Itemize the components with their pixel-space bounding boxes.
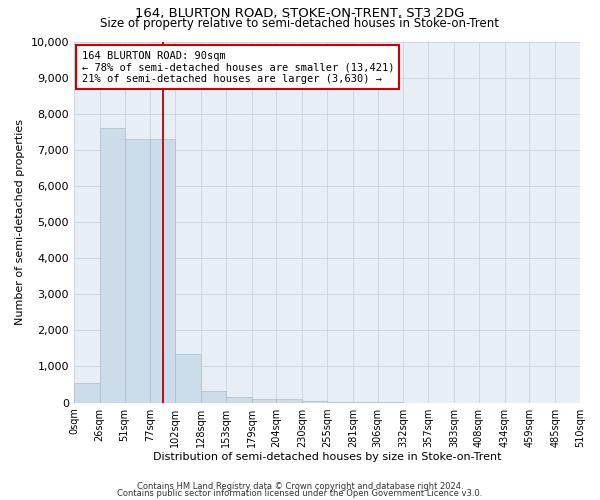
Text: Contains public sector information licensed under the Open Government Licence v3: Contains public sector information licen… [118, 489, 482, 498]
Bar [125, 139, 151, 402]
X-axis label: Distribution of semi-detached houses by size in Stoke-on-Trent: Distribution of semi-detached houses by … [153, 452, 501, 462]
Bar [251, 398, 277, 402]
Bar [226, 397, 251, 402]
Bar [302, 401, 327, 402]
Text: 164 BLURTON ROAD: 90sqm
← 78% of semi-detached houses are smaller (13,421)
21% o: 164 BLURTON ROAD: 90sqm ← 78% of semi-de… [82, 50, 394, 84]
Bar [151, 139, 175, 402]
Bar [100, 128, 125, 402]
Text: Contains HM Land Registry data © Crown copyright and database right 2024.: Contains HM Land Registry data © Crown c… [137, 482, 463, 491]
Text: 164, BLURTON ROAD, STOKE-ON-TRENT, ST3 2DG: 164, BLURTON ROAD, STOKE-ON-TRENT, ST3 2… [136, 8, 464, 20]
Bar [201, 390, 226, 402]
Text: Size of property relative to semi-detached houses in Stoke-on-Trent: Size of property relative to semi-detach… [101, 18, 499, 30]
Bar [175, 354, 201, 403]
Y-axis label: Number of semi-detached properties: Number of semi-detached properties [15, 119, 25, 325]
Bar [74, 382, 100, 402]
Bar [277, 400, 302, 402]
